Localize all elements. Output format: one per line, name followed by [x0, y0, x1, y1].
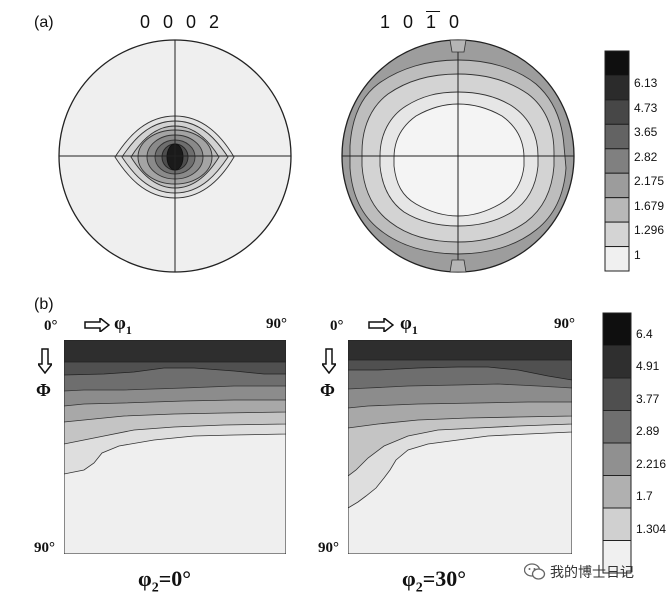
- legend-b-scale: [602, 312, 632, 574]
- legend-a-label-7: 1: [634, 247, 641, 262]
- legend-b-swatch-2: [602, 377, 632, 411]
- odf1-caption-value: =0°: [158, 566, 192, 591]
- odf1-x-axis-sub: 1: [125, 322, 132, 337]
- odf1-x-start: 0°: [44, 318, 58, 334]
- odf2-caption: φ2=30°: [402, 566, 466, 596]
- odf1-arrow-right-icon: [84, 318, 110, 332]
- legend-b-label-6: 1.304: [636, 521, 667, 536]
- odf2-caption-sub: 2: [415, 580, 423, 596]
- legend-a-label-2: 3.65: [634, 125, 658, 140]
- pole-figure-10-10: [341, 39, 575, 273]
- odf2-x-axis-sub: 1: [411, 322, 418, 337]
- legend-a-swatch-5: [604, 172, 630, 199]
- odf2-y-axis-label: Φ: [320, 380, 335, 400]
- legend-b-label-3: 2.89: [636, 424, 660, 438]
- legend-a-label-6: 1.296: [634, 223, 665, 238]
- legend-a-swatch-1: [604, 74, 630, 101]
- legend-b-swatch-3: [602, 410, 632, 444]
- odf1-x-end: 90°: [266, 316, 287, 332]
- legend-b-swatch-1: [602, 345, 632, 379]
- legend-b-swatch-7: [602, 540, 632, 574]
- odf2-y-end: 90°: [318, 540, 339, 556]
- legend-b-swatch-6: [602, 507, 632, 541]
- odf2-x-axis-label: φ1: [400, 313, 418, 338]
- odf1-x-axis-symbol: φ: [114, 313, 126, 334]
- legend-b-label-1: 4.91: [636, 359, 660, 373]
- odf-section-phi2-30: [348, 340, 572, 554]
- panel-a-label: (a): [34, 14, 54, 31]
- pole-figure-0002-title: 0 0 0 2: [140, 12, 224, 32]
- pole-figure-10-10-title-b: 0: [440, 12, 464, 32]
- legend-b-label-0: 6.4: [636, 326, 653, 341]
- legend-b-swatch-4: [602, 442, 632, 476]
- odf2-x-end: 90°: [554, 316, 575, 332]
- legend-a-label-4: 2.175: [634, 174, 665, 189]
- odf2-arrow-down-icon: [322, 348, 336, 374]
- odf2-caption-symbol: φ: [402, 566, 416, 591]
- legend-b-label-2: 3.77: [636, 391, 660, 406]
- odf-section-phi2-0: [64, 340, 286, 554]
- legend-a-swatch-7: [604, 221, 630, 248]
- legend-a-swatch-4: [604, 148, 630, 174]
- pole-figure-10-10-title-a: 1 0: [380, 12, 427, 32]
- pole-figure-0002: [58, 39, 292, 273]
- odf2-caption-value: =30°: [422, 566, 467, 591]
- odf1-caption-sub: 2: [151, 580, 159, 596]
- odf1-arrow-down-icon: [38, 348, 52, 374]
- legend-b-swatch-0: [602, 312, 632, 346]
- legend-a-label-0: 6.13: [634, 76, 658, 91]
- legend-a-swatch-8: [604, 246, 630, 272]
- legend-a-swatch-3: [604, 123, 630, 150]
- legend-b-label-4: 2.216: [636, 456, 667, 471]
- panel-b-label: (b): [34, 296, 54, 313]
- contour-ring-4: [393, 103, 525, 217]
- pole-figure-10-10-title: 1 0 1 0: [380, 12, 463, 33]
- legend-a-label-3: 2.82: [634, 149, 658, 164]
- legend-a-label-1: 4.73: [634, 100, 658, 115]
- pole-figure-10-10-title-bar: 1: [426, 12, 441, 32]
- legend-a-swatch-6: [604, 197, 630, 223]
- odf1-caption-symbol: φ: [138, 566, 152, 591]
- odf1-y-end: 90°: [34, 540, 55, 556]
- odf2-x-axis-symbol: φ: [400, 313, 412, 334]
- legend-b-swatch-5: [602, 475, 632, 509]
- legend-a-swatch-0: [604, 50, 630, 76]
- watermark-text: 我的博士日记: [550, 565, 634, 581]
- odf1-caption: φ2=0°: [138, 566, 191, 596]
- odf2-x-start: 0°: [330, 318, 344, 334]
- legend-a-swatch-2: [604, 99, 630, 125]
- legend-b-labels: 6.4 4.91 3.77 2.89 2.216 1.7 1.304: [636, 312, 668, 574]
- odf1-y-axis-label: Φ: [36, 380, 51, 400]
- odf1-x-axis-label: φ1: [114, 313, 132, 338]
- legend-b-label-5: 1.7: [636, 489, 653, 503]
- watermark: 我的博士日记: [524, 562, 634, 582]
- odf2-arrow-right-icon: [368, 318, 394, 332]
- legend-a-scale: [604, 50, 630, 272]
- wechat-icon: [524, 563, 546, 580]
- legend-a-label-5: 1.679: [634, 198, 665, 213]
- legend-a-labels: 6.13 4.73 3.65 2.82 2.175 1.679 1.296 1: [634, 50, 668, 272]
